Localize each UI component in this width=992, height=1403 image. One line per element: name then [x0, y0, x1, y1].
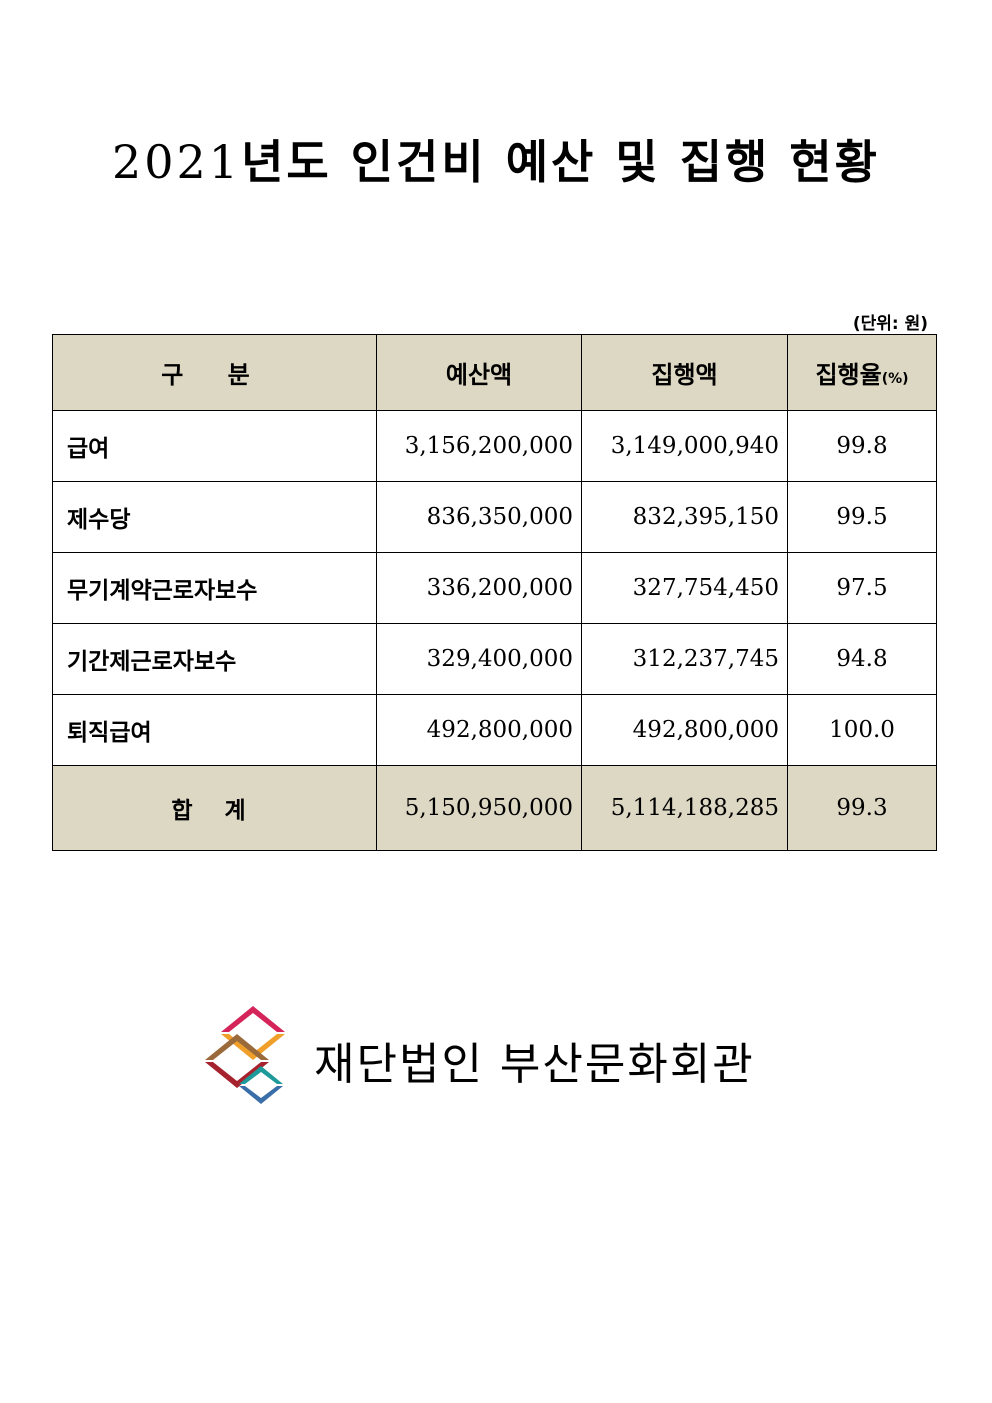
header-category: 구 분 [52, 334, 377, 411]
row-label: 기간제근로자보수 [52, 623, 377, 695]
header-rate-label: 집행율 [815, 361, 882, 389]
total-rate: 99.3 [787, 765, 937, 851]
table-row: 기간제근로자보수 329,400,000 312,237,745 94.8 [52, 623, 937, 695]
row-rate: 100.0 [787, 694, 937, 766]
row-label: 퇴직급여 [52, 694, 377, 766]
total-row: 합 계 5,150,950,000 5,114,188,285 99.3 [52, 765, 937, 851]
total-budget: 5,150,950,000 [376, 765, 582, 851]
row-executed: 3,149,000,940 [581, 410, 788, 482]
header-executed: 집행액 [581, 334, 788, 411]
title-year: 2021 [112, 135, 242, 189]
table-row: 제수당 836,350,000 832,395,150 99.5 [52, 481, 937, 553]
row-executed: 327,754,450 [581, 552, 788, 624]
row-executed: 312,237,745 [581, 623, 788, 695]
row-budget: 329,400,000 [376, 623, 582, 695]
table-header-row: 구 분 예산액 집행액 집행율(%) [52, 334, 937, 411]
row-label: 급여 [52, 410, 377, 482]
personnel-budget-table: 구 분 예산액 집행액 집행율(%) 급여 3,156,200,000 3,14… [52, 334, 937, 851]
row-executed: 832,395,150 [581, 481, 788, 553]
document-title: 2021년도 인건비 예산 및 집행 현황 [0, 126, 992, 192]
busan-cultural-center-logo-icon [205, 1006, 285, 1104]
total-label: 합 계 [52, 765, 377, 851]
logo-bottom-lower [239, 1086, 283, 1104]
header-rate: 집행율(%) [787, 334, 937, 411]
table-row: 퇴직급여 492,800,000 492,800,000 100.0 [52, 694, 937, 766]
row-executed: 492,800,000 [581, 694, 788, 766]
header-budget: 예산액 [376, 334, 582, 411]
row-budget: 3,156,200,000 [376, 410, 582, 482]
total-executed: 5,114,188,285 [581, 765, 788, 851]
logo-left-lower [205, 1062, 269, 1088]
row-rate: 97.5 [787, 552, 937, 624]
logo-left-upper [205, 1034, 269, 1060]
logo-top-upper [221, 1006, 285, 1032]
row-label: 제수당 [52, 481, 377, 553]
table-row: 무기계약근로자보수 336,200,000 327,754,450 97.5 [52, 552, 937, 624]
header-rate-unit: (%) [881, 371, 909, 387]
row-rate: 99.5 [787, 481, 937, 553]
row-budget: 336,200,000 [376, 552, 582, 624]
row-rate: 94.8 [787, 623, 937, 695]
row-budget: 492,800,000 [376, 694, 582, 766]
table-row: 급여 3,156,200,000 3,149,000,940 99.8 [52, 410, 937, 482]
row-rate: 99.8 [787, 410, 937, 482]
row-budget: 836,350,000 [376, 481, 582, 553]
organization-name: 재단법인 부산문화회관 [314, 1039, 755, 1090]
unit-note: (단위: 원) [852, 314, 928, 334]
logo-bottom-upper [239, 1066, 283, 1084]
row-label: 무기계약근로자보수 [52, 552, 377, 624]
title-text: 년도 인건비 예산 및 집행 현황 [241, 135, 880, 189]
